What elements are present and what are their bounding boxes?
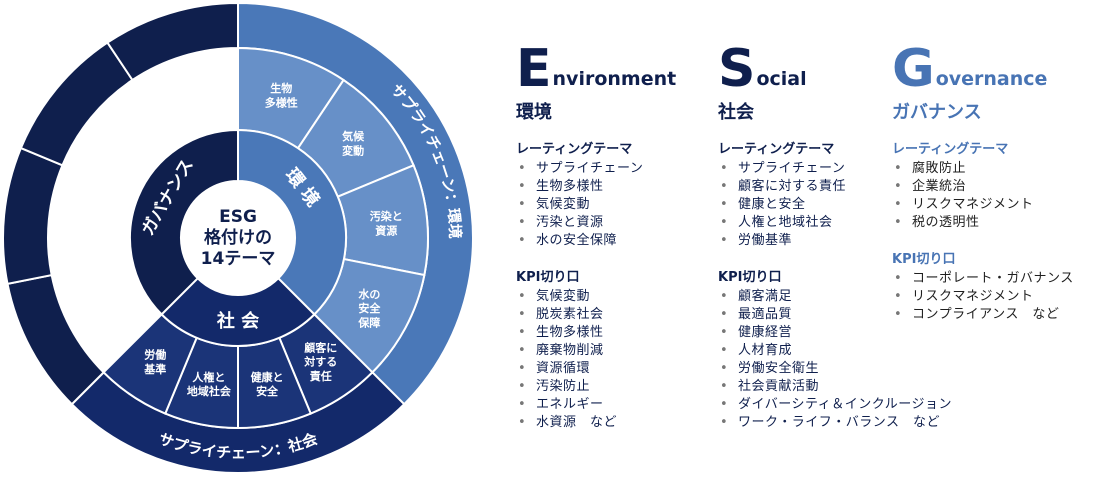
social-heading: S ocial <box>718 39 898 99</box>
environment-column: E nvironment 環境 レーティングテーマ サプライチェーン 生物多様性… <box>516 40 716 432</box>
esg-theme-wheel: ESG 格付けの 14テーマ 生物多様性気候変動汚染と資源水の安全保障顧客に対する責任… <box>2 1 474 474</box>
list-item: 気候変動 <box>516 196 716 214</box>
list-item: ワーク・ライフ・バランス など <box>718 414 939 432</box>
list-item: 最適品質 <box>718 306 898 324</box>
governance-jp-title: ガバナンス <box>892 102 982 123</box>
environment-theme-label: 水の安全保障 <box>357 287 381 330</box>
environment-theme-label: 汚染と資源 <box>370 209 403 237</box>
environment-rating-title: レーティングテーマ <box>516 142 633 157</box>
list-item: コンプライアンス など <box>892 306 1100 324</box>
environment-rating-list: サプライチェーン 生物多様性 気候変動 汚染と資源 水の安全保障 <box>516 160 716 250</box>
list-item: リスクマネジメント <box>892 196 1100 214</box>
list-item: リスクマネジメント <box>892 288 1100 306</box>
list-item: 社会貢献活動 <box>718 378 898 396</box>
social-jp-title: 社会 <box>718 102 754 123</box>
list-item: 人材育成 <box>718 342 898 360</box>
list-item: 顧客に対する責任 <box>718 178 898 196</box>
environment-title: nvironment <box>552 68 677 90</box>
list-item: 水資源 など <box>516 414 716 432</box>
list-item: 汚染と資源 <box>516 214 716 232</box>
list-item: 労働安全衛生 <box>718 360 898 378</box>
list-item: 汚染防止 <box>516 378 716 396</box>
list-item: 資源循環 <box>516 360 716 378</box>
social-kpi-list: 顧客満足 最適品質 健康経営 人材育成 労働安全衛生 社会貢献活動 ダイバーシテ… <box>718 288 952 432</box>
governance-theme-label: 企業統治 <box>65 216 112 230</box>
list-item: 健康と安全 <box>718 196 898 214</box>
list-item: 気候変動 <box>516 288 716 306</box>
environment-kpi-list: 気候変動 脱炭素社会 生物多様性 廃棄物削減 資源循環 汚染防止 エネルギー 水… <box>516 288 716 432</box>
list-item: 人権と地域社会 <box>718 214 898 232</box>
governance-rating-list: 腐敗防止 企業統治 リスクマネジメント 税の透明性 <box>892 160 1100 232</box>
governance-heading: G overnance <box>892 39 1100 99</box>
center-circle <box>182 182 294 294</box>
list-item: 企業統治 <box>892 178 1100 196</box>
governance-kpi-list: コーポレート・ガバナンス リスクマネジメント コンプライアンス など <box>892 270 1100 324</box>
social-pillar <box>160 276 316 348</box>
governance-column: G overnance ガバナンス レーティングテーマ 腐敗防止 企業統治 リス… <box>892 40 1100 324</box>
list-item: 腐敗防止 <box>892 160 1100 178</box>
list-item: 水の安全保障 <box>516 232 716 250</box>
social-title: ocial <box>756 68 807 90</box>
governance-kpi-title: KPI切り口 <box>892 252 956 267</box>
environment-heading: E nvironment <box>516 39 716 99</box>
list-item: 廃棄物削減 <box>516 342 716 360</box>
governance-theme-label: 税の透明性 <box>177 80 212 109</box>
governance-title: overnance <box>935 68 1048 90</box>
social-pillar-label: 社 会 <box>217 310 259 332</box>
list-item: 脱炭素社会 <box>516 306 716 324</box>
governance-initial: G <box>892 39 935 99</box>
environment-theme-label: 生物多様性 <box>265 81 298 109</box>
list-item: 生物多様性 <box>516 324 716 342</box>
environment-initial: E <box>516 39 552 99</box>
governance-pillar <box>128 128 239 316</box>
governance-theme-segment <box>6 273 106 406</box>
list-item: サプライチェーン <box>516 160 716 178</box>
list-item: ダイバーシティ＆インクルージョン <box>718 396 952 414</box>
social-column: S ocial 社会 レーティングテーマ サプライチェーン 顧客に対する責任 健… <box>718 39 952 432</box>
environment-pillar <box>237 128 348 316</box>
list-item: 顧客満足 <box>718 288 898 306</box>
social-rating-title: レーティングテーマ <box>718 142 835 157</box>
governance-rating-title: レーティングテーマ <box>892 142 1009 157</box>
social-rating-list: サプライチェーン 顧客に対する責任 健康と安全 人権と地域社会 労働基準 <box>718 160 898 250</box>
environment-kpi-title: KPI切り口 <box>516 270 580 285</box>
center-label: ESG 格付けの 14テーマ <box>201 207 276 269</box>
governance-theme-label: リスクマネジメント <box>88 128 157 157</box>
list-item: サプライチェーン <box>718 160 898 178</box>
list-item: 健康経営 <box>718 324 898 342</box>
social-theme-label: 人権と地域社会 <box>187 370 232 398</box>
social-theme-label: 労働基準 <box>143 348 166 376</box>
governance-theme-label: 腐敗防止 <box>83 302 129 316</box>
list-item: エネルギー <box>516 396 716 414</box>
social-theme-label: 健康と安全 <box>251 370 284 398</box>
list-item: 生物多様性 <box>516 178 716 196</box>
social-kpi-title: KPI切り口 <box>718 270 782 285</box>
governance-theme-segment <box>2 146 64 286</box>
list-item: 労働基準 <box>718 232 898 250</box>
governance-theme-segment <box>106 1 239 82</box>
social-initial: S <box>718 39 756 99</box>
social-theme-label: 顧客に対する責任 <box>303 340 337 383</box>
environment-theme-label: 気候変動 <box>342 129 365 157</box>
list-item: コーポレート・ガバナンス <box>892 270 1100 288</box>
list-item: 税の透明性 <box>892 214 1100 232</box>
environment-jp-title: 環境 <box>516 102 552 123</box>
